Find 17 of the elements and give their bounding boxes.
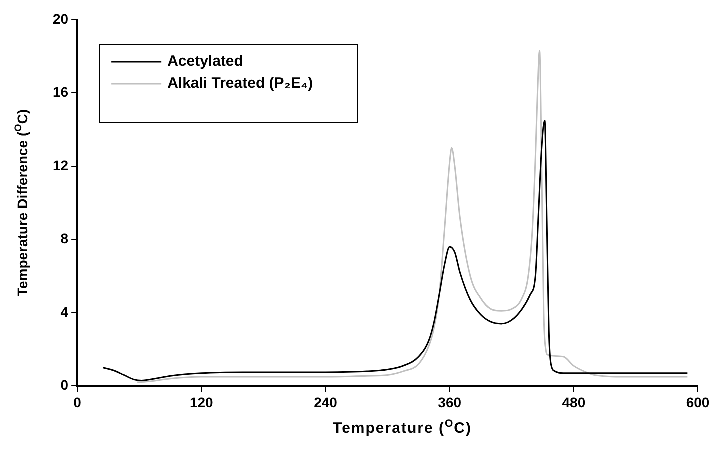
y-tick-label: 4 xyxy=(60,304,69,320)
x-tick-label: 240 xyxy=(314,394,338,410)
x-tick-label: 120 xyxy=(190,394,214,410)
legend-label: Acetylated xyxy=(168,53,244,70)
line-series xyxy=(102,120,688,382)
y-tick-label: 8 xyxy=(60,230,69,247)
legend-label: Alkali Treated (P₂E₄) xyxy=(168,75,314,92)
y-tick-label: 16 xyxy=(52,84,69,100)
y-tick-label: 12 xyxy=(52,157,69,174)
y-tick-label: 20 xyxy=(52,10,69,27)
line-series xyxy=(136,50,688,384)
x-tick-label: 600 xyxy=(686,394,710,410)
y-tick-label: 0 xyxy=(60,377,69,394)
x-tick-label: 360 xyxy=(438,394,462,410)
x-tick-label: 0 xyxy=(74,394,82,410)
x-axis-title: Temperature ($^{O}$C) xyxy=(332,418,473,437)
x-tick-label: 480 xyxy=(562,394,586,410)
